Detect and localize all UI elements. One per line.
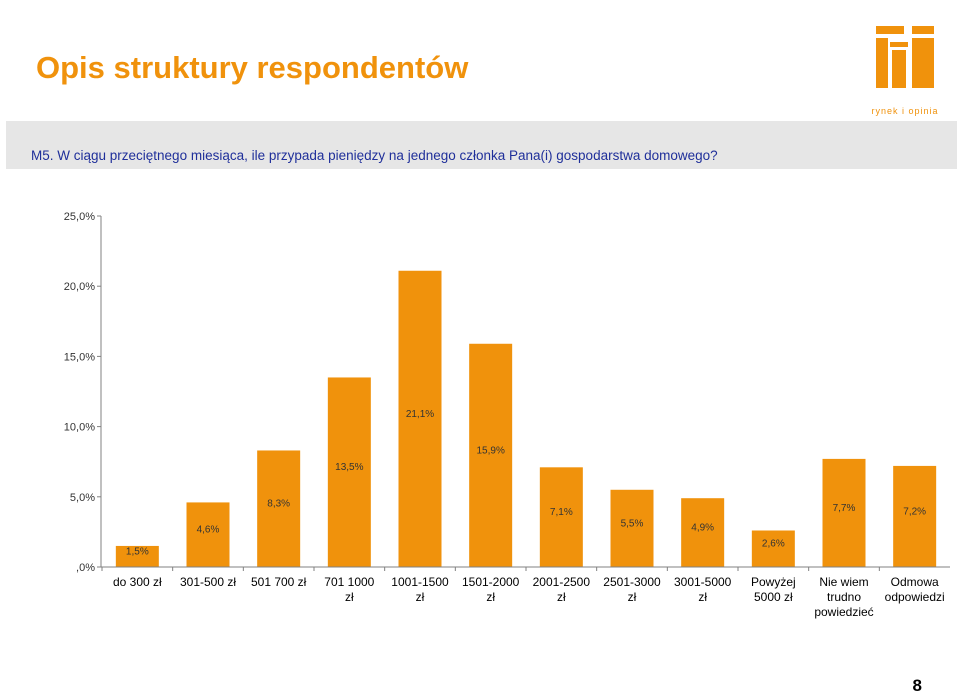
x-category-label: trudno	[827, 590, 861, 604]
x-category-label: do 300 zł	[113, 575, 162, 589]
data-label: 21,1%	[406, 409, 434, 420]
x-category-label: 2501-3000	[603, 575, 661, 589]
data-label: 4,6%	[197, 525, 220, 536]
x-category-label: zł	[628, 590, 637, 604]
x-category-label: powiedzieć	[814, 605, 873, 619]
bar	[469, 343, 513, 567]
y-tick-label: ,0%	[76, 562, 95, 574]
x-axis: do 300 zł 301-500 zł 501 700 zł 701 1000zł1…	[101, 566, 950, 619]
bar	[610, 489, 654, 567]
x-category-label: zł	[416, 590, 425, 604]
data-label: 1,5%	[126, 546, 149, 557]
data-label: 13,5%	[335, 462, 363, 473]
x-category-label: 301-500 zł	[180, 575, 236, 589]
y-tick-label: 25,0%	[64, 211, 95, 223]
page-title: Opis struktury respondentów	[36, 50, 469, 85]
bar	[398, 270, 442, 567]
y-tick-label: 5,0%	[70, 492, 95, 504]
data-label: 7,7%	[833, 503, 856, 514]
x-category-label: Odmowa	[891, 575, 939, 589]
page-number: 8	[912, 676, 922, 695]
bar-chart: ,0% 5,0% 10,0% 15,0% 20,0% 25,0% 1,5% 4,6% 8,3%…	[64, 211, 950, 619]
x-category-label: zł	[345, 590, 354, 604]
x-category-label: 3001-5000	[674, 575, 732, 589]
data-label: 4,9%	[691, 523, 714, 534]
bar	[893, 465, 937, 567]
x-category-label: Powyżej	[751, 575, 796, 589]
bar	[681, 498, 725, 567]
bar	[115, 545, 159, 567]
bar	[539, 467, 583, 567]
arc-logo: rynek i opinia	[868, 20, 942, 120]
data-label: 8,3%	[267, 499, 290, 510]
data-label: 2,6%	[762, 539, 785, 550]
y-tick-label: 20,0%	[64, 281, 95, 293]
x-category-label: 1001-1500	[391, 575, 449, 589]
bars: 1,5% 4,6% 8,3% 13,5% 21,1% 15,9% 7,1% 5,5% 4,9% 2…	[115, 270, 937, 567]
logo-tagline: rynek i opinia	[871, 106, 939, 116]
bar	[822, 458, 866, 567]
x-category-label: 2001-2500	[533, 575, 591, 589]
x-category-label: zł	[486, 590, 495, 604]
x-category-label: Nie wiem	[819, 575, 868, 589]
lighthouse-logo-icon	[876, 26, 934, 88]
x-category-label: 501 700 zł	[251, 575, 307, 589]
data-label: 7,2%	[903, 506, 926, 517]
question-text: M5. W ciągu przeciętnego miesiąca, ile p…	[31, 148, 718, 163]
x-category-label: zł	[698, 590, 707, 604]
y-tick-label: 15,0%	[64, 351, 95, 363]
x-category-label: 1501-2000	[462, 575, 520, 589]
y-axis: ,0% 5,0% 10,0% 15,0% 20,0% 25,0%	[64, 211, 102, 574]
data-label: 5,5%	[621, 518, 644, 529]
bar	[257, 450, 301, 567]
x-category-label: odpowiedzi	[885, 590, 945, 604]
data-label: 15,9%	[476, 445, 504, 456]
bar	[327, 377, 371, 567]
x-category-label: 5000 zł	[754, 590, 793, 604]
x-category-label: zł	[557, 590, 566, 604]
question-banner	[6, 121, 957, 169]
bar	[186, 502, 230, 567]
bar	[751, 530, 795, 567]
x-category-label: 701 1000	[324, 575, 374, 589]
y-tick-label: 10,0%	[64, 422, 95, 434]
data-label: 7,1%	[550, 507, 573, 518]
